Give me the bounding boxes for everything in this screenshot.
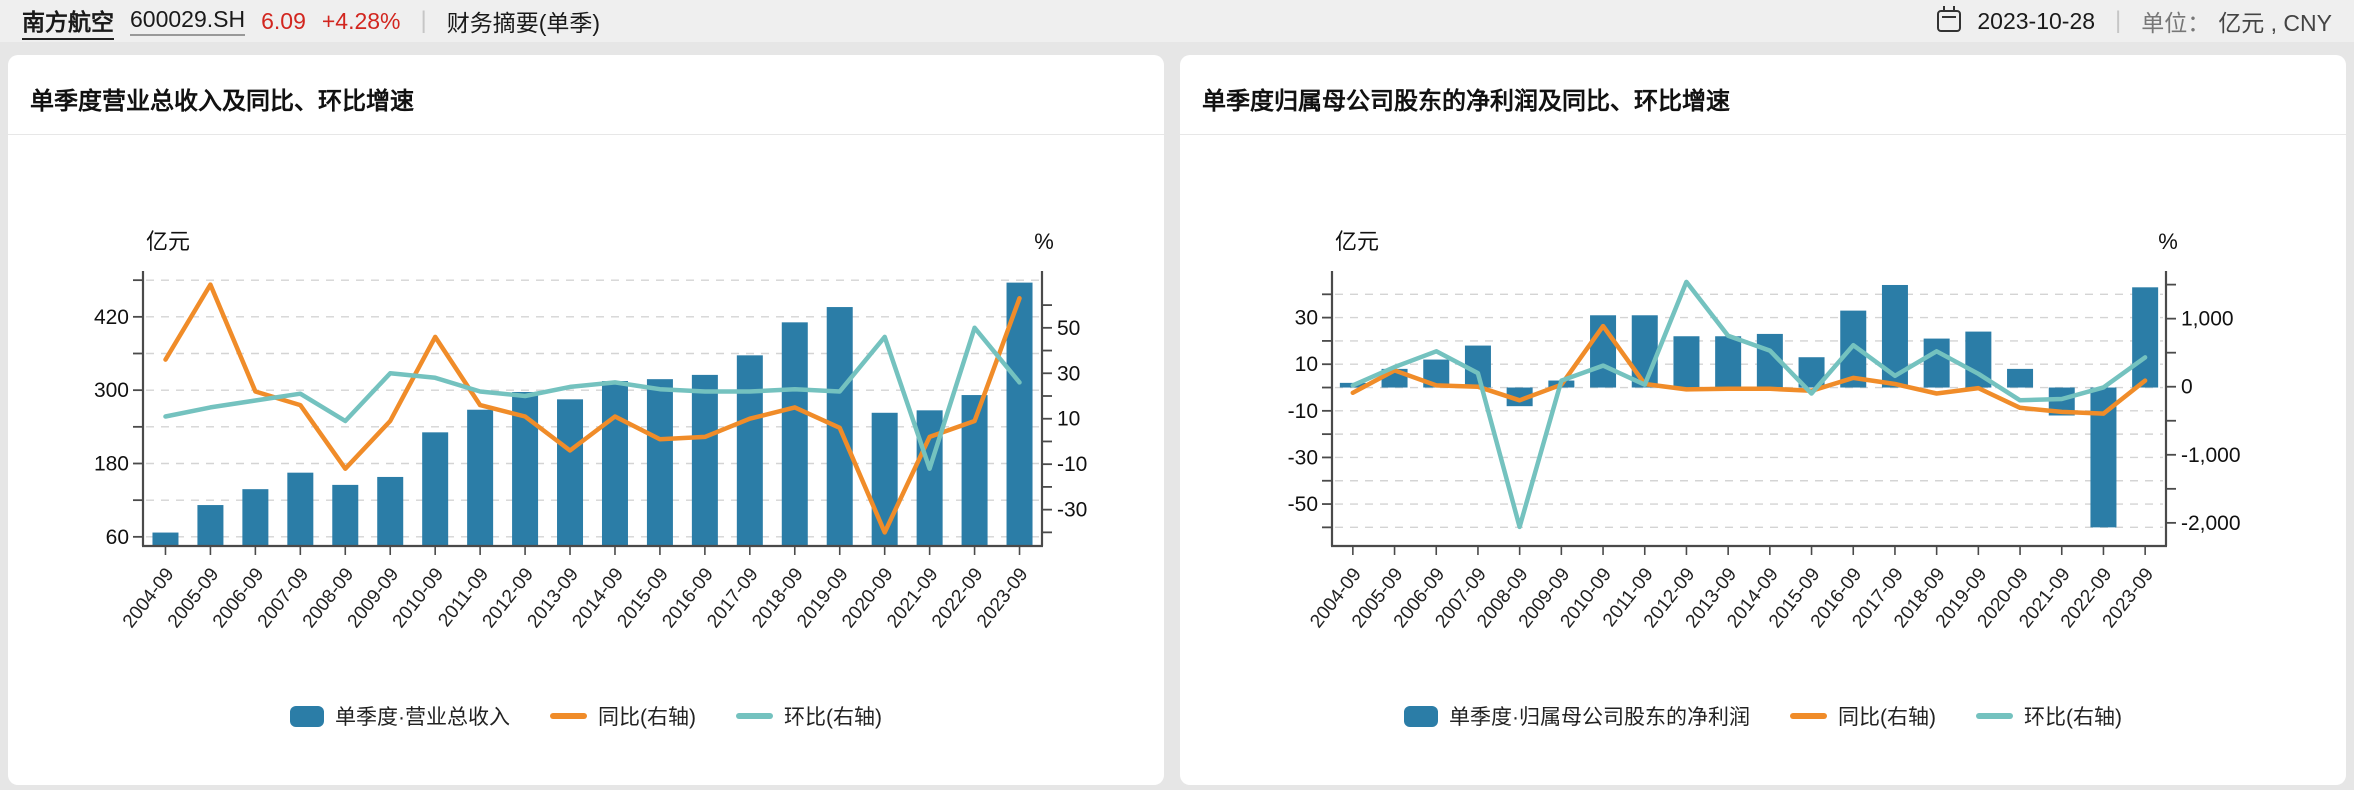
legend-item-yoy[interactable]: 同比(右轴)	[1790, 701, 1936, 731]
svg-text:50: 50	[1057, 317, 1080, 340]
net-profit-chart-title: 单季度归属母公司股东的净利润及同比、环比增速	[1180, 55, 2346, 135]
qoq-line-swatch-icon	[736, 713, 773, 719]
legend-item-net-profit-bar[interactable]: 单季度·归属母公司股东的净利润	[1404, 701, 1750, 731]
stock-code[interactable]: 600029.SH	[130, 6, 246, 36]
svg-text:-30: -30	[1288, 446, 1318, 469]
svg-text:30: 30	[1057, 362, 1080, 385]
calendar-icon[interactable]	[1937, 6, 1962, 32]
svg-text:-30: -30	[1057, 499, 1087, 522]
svg-text:%: %	[1034, 229, 1054, 254]
svg-text:%: %	[2158, 229, 2178, 254]
svg-text:-2,000: -2,000	[2181, 512, 2241, 535]
svg-text:亿元: 亿元	[146, 229, 190, 254]
legend-item-revenue-bar[interactable]: 单季度·营业总收入	[290, 701, 510, 731]
header-left-group: 南方航空 600029.SH 6.09 +4.28% | 财务摘要(单季)	[22, 3, 600, 40]
svg-text:亿元: 亿元	[1335, 229, 1379, 254]
legend-label: 环比(右轴)	[2024, 706, 2122, 729]
svg-text:-10: -10	[1057, 453, 1087, 476]
svg-text:0: 0	[2181, 376, 2193, 399]
svg-text:-50: -50	[1288, 493, 1318, 516]
legend-item-qoq[interactable]: 环比(右轴)	[1976, 701, 2122, 731]
unit-label: 单位：	[2141, 10, 2211, 36]
svg-text:10: 10	[1057, 408, 1080, 431]
report-date[interactable]: 2023-10-28	[1977, 7, 2096, 34]
stock-name[interactable]: 南方航空	[22, 3, 114, 40]
bar-swatch-icon	[1404, 705, 1438, 727]
header-separator: |	[420, 7, 427, 34]
bar-swatch-icon	[290, 705, 324, 727]
svg-text:180: 180	[94, 453, 129, 476]
stock-change-percent: +4.28%	[321, 7, 401, 34]
svg-text:420: 420	[94, 306, 129, 329]
svg-text:300: 300	[94, 379, 129, 402]
stock-price: 6.09	[261, 7, 306, 34]
revenue-chart-panel: 单季度营业总收入及同比、环比增速 60 180 300 420 -30 -10 10 30 50…	[8, 55, 1164, 785]
legend-label: 单季度·归属母公司股东的净利润	[1449, 706, 1750, 729]
unit-value: 亿元 , CNY	[2218, 10, 2332, 36]
svg-text:-1,000: -1,000	[2181, 444, 2241, 467]
svg-text:60: 60	[106, 526, 129, 549]
net-profit-chart-legend: 单季度·归属母公司股东的净利润 同比(右轴) 环比(右轴)	[1180, 701, 2346, 731]
legend-label: 环比(右轴)	[784, 706, 882, 729]
yoy-line-swatch-icon	[550, 713, 587, 719]
svg-text:1,000: 1,000	[2181, 308, 2234, 331]
yoy-line-swatch-icon	[1790, 713, 1827, 719]
header-bar: 南方航空 600029.SH 6.09 +4.28% | 财务摘要(单季) 20…	[0, 0, 2354, 42]
qoq-line-swatch-icon	[1976, 713, 2013, 719]
revenue-chart-title: 单季度营业总收入及同比、环比增速	[8, 55, 1164, 135]
svg-text:10: 10	[1295, 353, 1318, 376]
net-profit-chart-panel: 单季度归属母公司股东的净利润及同比、环比增速 -50 -30 -10 10 30 -2,0…	[1180, 55, 2346, 785]
header-right-group: 2023-10-28 | 单位： 亿元 , CNY	[1937, 4, 2332, 38]
header-separator-2: |	[2115, 7, 2122, 34]
legend-item-yoy[interactable]: 同比(右轴)	[550, 701, 696, 731]
legend-label: 单季度·营业总收入	[335, 706, 510, 729]
legend-label: 同比(右轴)	[598, 706, 696, 729]
svg-text:30: 30	[1295, 307, 1318, 330]
revenue-chart-legend: 单季度·营业总收入 同比(右轴) 环比(右轴)	[8, 701, 1164, 731]
legend-item-qoq[interactable]: 环比(右轴)	[736, 701, 882, 731]
legend-label: 同比(右轴)	[1838, 706, 1936, 729]
svg-text:-10: -10	[1288, 400, 1318, 423]
report-type-label: 财务摘要(单季)	[446, 10, 601, 36]
